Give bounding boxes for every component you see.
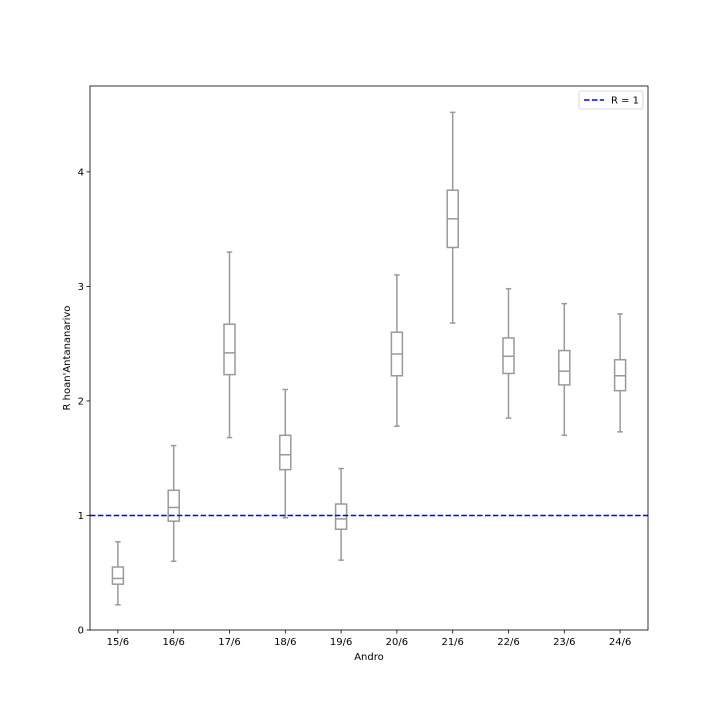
y-axis-label: R hoan'Antananarivo (62, 306, 73, 411)
y-axis: 0 1 2 3 4 (78, 167, 90, 637)
box-iqr (279, 434, 292, 471)
box-18-6 (279, 388, 292, 519)
x-axis-label: Andro (354, 652, 384, 663)
x-tick-label: 22/6 (497, 637, 519, 648)
y-tick-label: 2 (78, 396, 84, 407)
plot-frame (89, 85, 649, 631)
x-tick-label: 20/6 (386, 637, 408, 648)
y-tick-label: 0 (78, 626, 84, 637)
x-axis: 15/6 16/6 17/6 18/6 19/6 20/6 21/6 22/6 23/6 24/6 (107, 630, 631, 648)
x-tick-label: 19/6 (330, 637, 352, 648)
box-15-6 (111, 541, 125, 606)
box-19-6 (334, 467, 348, 561)
x-tick-label: 17/6 (218, 637, 240, 648)
box-16-6 (167, 444, 180, 563)
box-iqr (223, 323, 236, 376)
box-20-6 (390, 274, 404, 427)
box-21-6 (446, 111, 459, 324)
x-tick-label: 21/6 (441, 637, 463, 648)
y-tick-label: 4 (78, 167, 84, 178)
box-24-6 (613, 313, 627, 433)
box-iqr (558, 349, 571, 386)
box-iqr (167, 489, 180, 522)
box-22-6 (502, 287, 515, 419)
x-tick-label: 18/6 (274, 637, 296, 648)
y-tick-label: 3 (78, 282, 84, 293)
legend: R = 1 (578, 90, 644, 110)
x-tick-label: 15/6 (107, 637, 129, 648)
x-tick-label: 23/6 (553, 637, 575, 648)
legend-entry-label: R = 1 (611, 96, 639, 107)
boxes-layer (111, 111, 627, 606)
y-tick-label: 1 (78, 511, 84, 522)
box-iqr (334, 503, 348, 530)
x-tick-label: 16/6 (162, 637, 184, 648)
box-23-6 (558, 302, 571, 437)
box-iqr (111, 566, 125, 585)
x-tick-label: 24/6 (609, 637, 631, 648)
legend-frame (578, 90, 644, 110)
box-17-6 (223, 251, 236, 439)
